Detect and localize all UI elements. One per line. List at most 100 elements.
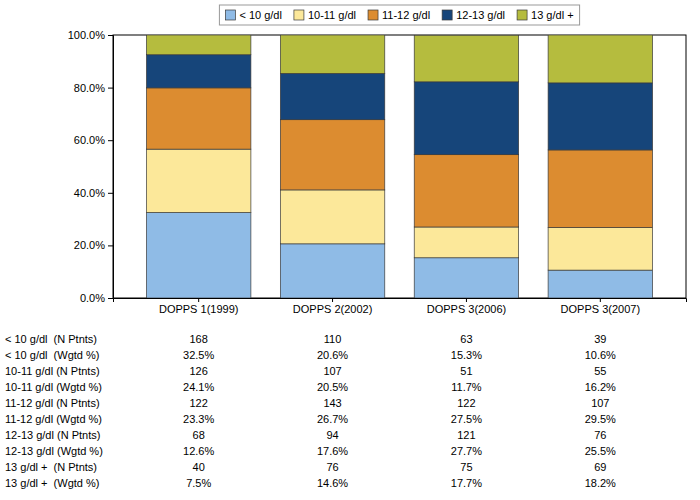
- table-cell: 20.6%: [317, 349, 348, 361]
- legend-box: [219, 5, 579, 25]
- x-tick: DOPPS 2(2002): [293, 298, 372, 315]
- table-cell: 122: [190, 397, 208, 409]
- bar: [548, 270, 652, 298]
- row-label: 10-11 g/dl (N Ptnts): [5, 365, 100, 377]
- legend-item: 11-12 g/dl: [368, 9, 430, 21]
- table-cell: 32.5%: [183, 349, 214, 361]
- table-cell: 23.3%: [183, 413, 214, 425]
- table-cell: 18.2%: [585, 477, 616, 489]
- plot-frame: [113, 35, 686, 298]
- data-table: < 10 g/dl (N Ptnts)1681106339< 10 g/dl (…: [5, 333, 616, 489]
- legend-item: < 10 g/dl: [225, 9, 282, 21]
- x-tick: DOPPS 3(2006): [427, 298, 506, 315]
- tick-mark: [108, 245, 113, 246]
- bar: [146, 55, 250, 88]
- y-axis: 0.0% 20.0% 40.0% 60.0% 80.0% 100.0%: [68, 29, 114, 304]
- table-cell: 55: [594, 365, 606, 377]
- bar: [146, 213, 250, 298]
- table-cell: 110: [324, 333, 342, 345]
- tick-mark: [466, 298, 467, 302]
- legend-swatch: [225, 10, 235, 20]
- table-cell: 69: [594, 461, 606, 473]
- table-cell: 7.5%: [186, 477, 211, 489]
- bar: [548, 83, 652, 150]
- legend-label: 12-13 g/dl: [456, 9, 505, 21]
- y-tick: 80.0%: [74, 82, 113, 94]
- table-cell: 51: [460, 365, 472, 377]
- x-axis: DOPPS 1(1999) DOPPS 2(2002) DOPPS 3(2006) D…: [114, 298, 687, 315]
- bar: [280, 190, 384, 244]
- bar: [280, 35, 384, 73]
- table-cell: 94: [326, 429, 338, 441]
- table-cell: 75: [460, 461, 472, 473]
- chart: 0.0% 20.0% 40.0% 60.0% 80.0% 100.0% DOPPS 1(19…: [0, 0, 700, 500]
- tick-mark: [108, 298, 113, 299]
- bar: [548, 35, 652, 83]
- row-label: 12-13 g/dl (N Ptnts): [5, 429, 100, 441]
- bar: [548, 228, 652, 271]
- y-tick: 0.0%: [80, 292, 113, 304]
- table-cell: 26.7%: [317, 413, 348, 425]
- table-cell: 126: [190, 365, 208, 377]
- legend-label: < 10 g/dl: [239, 9, 282, 21]
- bar-series: [146, 35, 652, 83]
- bar: [146, 35, 250, 55]
- table-cell: 25.5%: [585, 445, 616, 457]
- y-tick: 40.0%: [74, 187, 113, 199]
- tick-mark: [108, 193, 113, 194]
- legend-swatch: [442, 10, 452, 20]
- tick-label: 100.0%: [68, 29, 106, 41]
- table-cell: 14.6%: [317, 477, 348, 489]
- row-label: 13 g/dl + (N Ptnts): [5, 461, 97, 473]
- bar: [414, 82, 518, 155]
- bar: [146, 88, 250, 149]
- legend: < 10 g/dl10-11 g/dl11-12 g/dl12-13 g/dl1…: [219, 5, 579, 25]
- table-cell: 27.7%: [451, 445, 482, 457]
- row-label: < 10 g/dl (Wgtd %): [5, 349, 99, 361]
- tick-label: 40.0%: [74, 187, 105, 199]
- tick-mark: [600, 298, 601, 302]
- legend-swatch: [294, 10, 304, 20]
- bar: [280, 73, 384, 119]
- table-cell: 68: [193, 429, 205, 441]
- table-cell: 24.1%: [183, 381, 214, 393]
- tick-label: 60.0%: [74, 134, 105, 146]
- bar-series: [146, 149, 652, 270]
- tick-label: DOPPS 2(2002): [293, 303, 372, 315]
- bar: [146, 149, 250, 212]
- legend-swatch: [368, 10, 378, 20]
- legend-item: 12-13 g/dl: [442, 9, 505, 21]
- row-label: 11-12 g/dl (Wgtd %): [5, 413, 102, 425]
- row-label: 12-13 g/dl (Wgtd %): [5, 445, 103, 457]
- table-cell: 17.7%: [451, 477, 482, 489]
- table-cell: 63: [460, 333, 472, 345]
- tick-mark: [108, 88, 113, 89]
- bar: [414, 227, 518, 258]
- table-cell: 17.6%: [317, 445, 348, 457]
- table-cell: 122: [457, 397, 475, 409]
- tick-label: DOPPS 3(2006): [427, 303, 506, 315]
- bar: [414, 155, 518, 227]
- table-cell: 107: [323, 365, 341, 377]
- bars: [146, 35, 652, 298]
- x-tick: DOPPS 3(2007): [561, 298, 640, 315]
- tick-mark: [198, 298, 199, 302]
- table-cell: 39: [594, 333, 606, 345]
- tick-label: 20.0%: [74, 239, 105, 251]
- tick-mark: [108, 140, 113, 141]
- table-cell: 121: [457, 429, 475, 441]
- tick-label: 0.0%: [80, 292, 105, 304]
- bar: [414, 35, 518, 82]
- row-label: < 10 g/dl (N Ptnts): [5, 333, 97, 345]
- table-cell: 10.6%: [585, 349, 616, 361]
- tick-mark: [332, 298, 333, 302]
- legend-item: 13 g/dl +: [517, 9, 574, 21]
- legend-label: 11-12 g/dl: [382, 9, 430, 21]
- axis-line: [114, 299, 687, 303]
- table-cell: 76: [326, 461, 338, 473]
- table-cell: 40: [193, 461, 205, 473]
- y-tick: 20.0%: [74, 239, 113, 251]
- legend-swatch: [517, 10, 527, 20]
- row-label: 10-11 g/dl (Wgtd %): [5, 381, 102, 393]
- x-tick: DOPPS 1(1999): [159, 298, 238, 315]
